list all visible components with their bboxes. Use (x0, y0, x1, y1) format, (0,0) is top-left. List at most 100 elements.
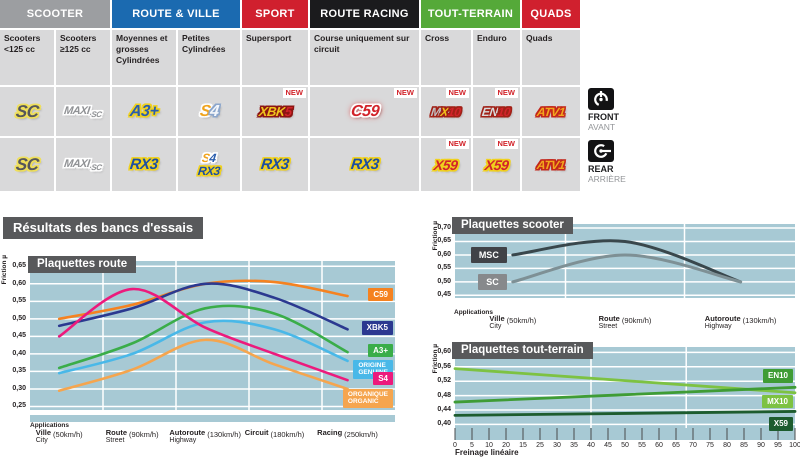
series-line-msc (511, 239, 743, 284)
series-label-organique: ORGANIQUE ORGANIC (342, 388, 393, 408)
column-header-cross: Cross (421, 30, 471, 85)
product-logo-rx3: RX3 (129, 156, 159, 173)
x-tick-15: 15 (519, 442, 527, 449)
x-tick-20: 20 (502, 442, 510, 449)
y-tick-0-55: 0,55 (437, 264, 451, 272)
product-logo-x59: X59 (483, 156, 510, 173)
y-tick-0-45: 0,45 (12, 332, 26, 340)
pad-cell-front-en10: NEW EN10 (473, 87, 520, 136)
pad-cell-rear-x59: NEW X59 (473, 138, 520, 191)
series-line-sc (511, 253, 743, 284)
category-speed: (250km/h) (344, 430, 378, 439)
x-tick-70: 70 (689, 442, 697, 449)
category-speed: (90km/h) (129, 430, 159, 439)
category-en: Highway (169, 437, 197, 445)
x-category-route: Route Street (90km/h) (105, 428, 159, 445)
chart-title-scooter: Plaquettes scooter (452, 217, 573, 234)
category-en: Street (105, 437, 125, 445)
scooter-pads-chart: Plaquettes scooter Friction µ 0,70 0,65 0,… (430, 213, 800, 338)
chart-title-route: Plaquettes route (28, 256, 137, 273)
y-tick-0-45: 0,45 (437, 291, 451, 299)
product-logo-xbk5: XBK5 (257, 104, 293, 119)
arriere-label: ARRIÈRE (588, 174, 626, 184)
product-logo-maxisc: MAXI·SC (63, 105, 103, 119)
y-tick-0-60: 0,60 (12, 279, 26, 287)
column-header-course-uniquement-sur-circuit: Course uniquement sur circuit (310, 30, 419, 85)
pad-cell-rear-maxisc: MAXI·SC (56, 138, 110, 191)
x-category-ville: Ville City (50km/h) (35, 428, 83, 445)
category-name: Racing (317, 428, 342, 437)
x-tick-45: 45 (604, 442, 612, 449)
x-axis-label: Freinage linéaire (455, 448, 519, 457)
rear-label: REAR (588, 164, 614, 174)
x-tick-35: 35 (570, 442, 578, 449)
pad-cell-front-c59: NEW C59 (310, 87, 419, 136)
category-fr: Route (598, 314, 620, 323)
series-label-sc: SC (478, 273, 507, 291)
pad-cell-front-sc: SC (0, 87, 54, 136)
product-logo-atv1: ATV1 (536, 157, 566, 172)
product-logo-a3: A3+ (128, 102, 160, 120)
y-tick-0-40: 0,40 (437, 420, 451, 428)
x-tick-95: 95 (774, 442, 782, 449)
series-line-organique (57, 338, 349, 393)
x-axis-label: Applications (30, 422, 70, 429)
column-header-scooters-125-cc: Scooters ≥125 cc (56, 30, 110, 85)
y-tick-0-65: 0,65 (12, 262, 26, 270)
series-label-s4: S4 (373, 372, 393, 386)
column-header-supersport: Supersport (242, 30, 308, 85)
x-tick-40: 40 (587, 442, 595, 449)
series-label-x59: X59 (768, 417, 793, 431)
x-tick-50: 50 (621, 442, 629, 449)
pad-cell-front-atv1: ATV1 (522, 87, 580, 136)
y-tick-0-56: 0,56 (437, 362, 451, 370)
series-line-s4 (57, 287, 349, 382)
category-speed: (130km/h) (742, 316, 777, 325)
column-header-enduro: Enduro (473, 30, 520, 85)
series-label-xbk5: XBK5 (361, 321, 393, 335)
group-header-route-racing: ROUTE RACING (310, 0, 419, 28)
rear-brake-icon (588, 140, 614, 162)
product-logo-rx3s: RX3 (197, 164, 221, 178)
x-tick-5: 5 (470, 442, 474, 449)
product-logo-c59: C59 (349, 102, 380, 120)
column-header-moyennes-et-grosses-cylindr-es: Moyennes et grosses Cylindrées (112, 30, 176, 85)
product-logo-x59: X59 (433, 156, 459, 173)
category-name: Autoroute Highway (169, 428, 205, 445)
x-tick-0: 0 (453, 442, 457, 449)
category-en: City (489, 323, 502, 331)
column-header-quads: Quads (522, 30, 580, 85)
category-en: Highway (704, 323, 732, 331)
group-header-quads: QUADS (522, 0, 580, 28)
y-tick-0-30: 0,30 (12, 384, 26, 392)
product-logo-maxisc: MAXI·SC (63, 158, 103, 172)
x-axis-label: Applications (454, 309, 494, 316)
category-speed: (50km/h) (506, 316, 537, 325)
new-badge: NEW (494, 88, 518, 99)
y-tick-0-70: 0,70 (437, 224, 451, 232)
x-tick-55: 55 (638, 442, 646, 449)
product-application-table: SCOOTER ROUTE & VILLE SPORT ROUTE RACING TOU… (0, 0, 580, 191)
group-header-scooter: SCOOTER (0, 0, 110, 28)
x-tick-85: 85 (740, 442, 748, 449)
category-name: Route Street (105, 428, 128, 445)
x-tick-65: 65 (672, 442, 680, 449)
category-fr: Autoroute (704, 314, 741, 323)
group-header-tout-terrain: TOUT-TERRAIN (421, 0, 520, 28)
pad-cell-rear-rx3: RX3 (242, 138, 308, 191)
product-logo-s4r: S4 (201, 151, 217, 165)
category-fr: Circuit (244, 428, 269, 437)
series-line-en10 (453, 385, 797, 404)
results-title: Résultats des bancs d'essais (3, 217, 204, 239)
category-speed: (180km/h) (270, 430, 305, 439)
category-name: Ville City (35, 428, 52, 445)
category-fr: Ville (489, 314, 505, 323)
series-line-mx10 (453, 367, 797, 395)
front-brake-icon (588, 88, 614, 110)
category-fr: Ville (35, 428, 52, 437)
y-tick-0-35: 0,35 (12, 367, 26, 375)
category-fr: Route (105, 428, 128, 437)
category-en: City (35, 437, 48, 445)
series-line-xbk5 (57, 282, 349, 331)
y-tick-0-25: 0,25 (12, 402, 26, 410)
